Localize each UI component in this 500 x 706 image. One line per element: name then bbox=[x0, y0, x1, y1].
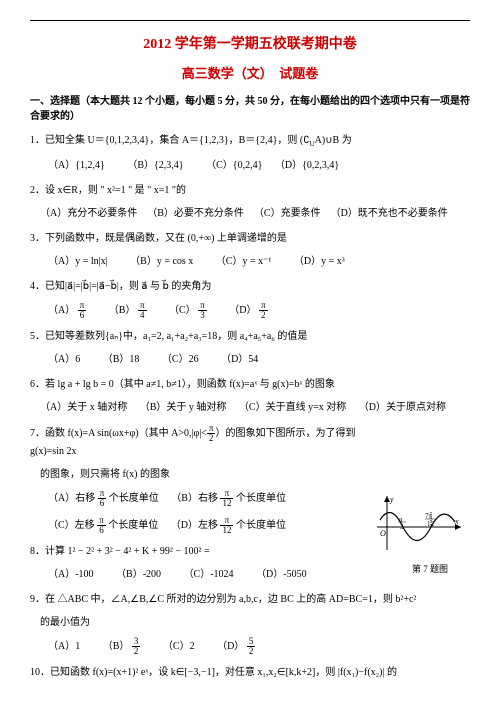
q4a-den: 6 bbox=[78, 311, 87, 320]
q2-choice-b: （B）必要不充分条件 bbox=[147, 205, 244, 222]
q7b-label: （B）右移 bbox=[171, 493, 218, 504]
q9-choice-a: （A）1 bbox=[48, 638, 80, 655]
question-5: 5．已知等差数列{aₙ}中，a₁=2, a₁+a₂+a₃=18，则 a₄+a₅+… bbox=[30, 328, 470, 345]
q4a-label: （A） bbox=[48, 305, 75, 316]
q9-choice-c: （C）2 bbox=[163, 638, 195, 655]
q8-choice-b: （B）-200 bbox=[116, 566, 161, 583]
q7c-suf: 个长度单位 bbox=[108, 520, 158, 531]
q5-choice-a: （A）6 bbox=[48, 351, 80, 368]
q7c-label: （C）左移 bbox=[48, 520, 95, 531]
q4-choice-a: （A） π6 bbox=[48, 301, 86, 320]
question-9: 9．在 △ABC 中，∠A,∠B,∠C 所对的边分别为 a,b,c，边 BC 上… bbox=[30, 591, 470, 608]
section-1-heading: 一、选择题（本大题共 12 个小题，每小题 5 分，共 50 分，在每小题给出的… bbox=[30, 94, 470, 124]
q3-choice-c: （C）y = x⁻¹ bbox=[216, 253, 272, 270]
q8-choices: （A）-100 （B）-200 （C）-1024 （D）-5050 bbox=[30, 566, 470, 583]
q8-choice-c: （C）-1024 bbox=[184, 566, 234, 583]
q2-choice-d: （D）既不充也不必要条件 bbox=[331, 205, 448, 222]
q3-choice-b: （B）y = cos x bbox=[130, 253, 193, 270]
question-10: 10．已知函数 f(x)=(x+1)² eˣ，设 k∈[−3,−1]，对任意 x… bbox=[30, 664, 470, 681]
q4-choice-c: （C） π3 bbox=[169, 301, 207, 320]
header-rule bbox=[30, 20, 470, 21]
question-4: 4．已知|a⃗|=|b⃗|=|a⃗−b⃗|，则 a⃗ 与 b⃗ 的夹角为 bbox=[30, 278, 470, 295]
q5-choices: （A）6 （B）18 （C）26 （D）54 bbox=[30, 351, 470, 368]
q7-choice-a: （A）右移 π6 个长度单位 bbox=[48, 489, 159, 508]
q3-choices: （A）y = ln|x| （B）y = cos x （C）y = x⁻¹ （D）… bbox=[30, 253, 470, 270]
q7b-den: 12 bbox=[220, 499, 233, 508]
q1-stem-a: 1．已知全集 U＝{0,1,2,3,4}，集合 A＝{1,2,3}，B＝{2,4… bbox=[30, 135, 310, 146]
q9b-label: （B） bbox=[103, 641, 130, 652]
q4b-label: （B） bbox=[109, 305, 136, 316]
q9d-label: （D） bbox=[217, 641, 244, 652]
q6-choice-b: （B）关于 y 轴对称 bbox=[140, 399, 227, 416]
q7c-den: 6 bbox=[97, 526, 106, 535]
fig-x-label: x bbox=[454, 517, 459, 526]
q7-stem-a: 7．函数 f(x)=A sin(ωx+φ)（其中 A>0,|φ|< bbox=[30, 428, 207, 439]
q1-choice-d: （D）{0,2,3,4} bbox=[275, 157, 339, 174]
q8-choice-d: （D）-5050 bbox=[256, 566, 307, 583]
q7b-suf: 个长度单位 bbox=[236, 493, 286, 504]
exam-title-main: 2012 学年第一学期五校联考期中卷 bbox=[30, 33, 470, 53]
q7-choice-d: （D）左移 π12 个长度单位 bbox=[171, 516, 286, 535]
question-6: 6．若 lg a + lg b = 0（其中 a≠1, b≠1），则函数 f(x… bbox=[30, 376, 470, 393]
fig-y-label: y bbox=[389, 495, 394, 504]
q7a-label: （A）右移 bbox=[48, 493, 95, 504]
q3-choice-a: （A）y = ln|x| bbox=[48, 253, 108, 270]
q3-choice-d: （D）y = x³ bbox=[294, 253, 345, 270]
q7-choice-b: （B）右移 π12 个长度单位 bbox=[171, 489, 286, 508]
q5-choice-d: （D）54 bbox=[221, 351, 258, 368]
q1-choice-c: （C）{0,2,4} bbox=[206, 157, 262, 174]
q7a-den: 6 bbox=[98, 499, 107, 508]
fig-origin: O bbox=[380, 529, 386, 538]
q1-choice-a: （A）{1,2,4} bbox=[48, 157, 105, 174]
q5-choice-c: （C）26 bbox=[162, 351, 199, 368]
q7-choice-c: （C）左移 π6 个长度单位 bbox=[48, 516, 158, 535]
exam-title-sub: 高三数学（文） 试题卷 bbox=[30, 63, 470, 82]
question-9-line2: 的最小值为 bbox=[30, 614, 470, 631]
q9d-den: 2 bbox=[247, 647, 256, 656]
q7-figure-caption: 第 7 题图 bbox=[412, 562, 448, 575]
q1-stem-b: A)∪B 为 bbox=[315, 135, 352, 146]
q1-choices: （A）{1,2,4} （B）{2,3,4} （C）{0,2,4} （D）{0,2… bbox=[30, 157, 470, 174]
q4d-den: 2 bbox=[259, 311, 268, 320]
q2-choice-c: （C）充要条件 bbox=[254, 205, 321, 222]
svg-text:3: 3 bbox=[400, 523, 404, 531]
question-2: 2．设 x∈R，则 " x²=1 " 是 " x=1 "的 bbox=[30, 182, 470, 199]
question-7-line2: 的图象，则只需将 f(x) 的图象 bbox=[30, 466, 470, 483]
svg-text:12: 12 bbox=[427, 520, 435, 528]
q4-choice-d: （D） π2 bbox=[229, 301, 267, 320]
q7d-label: （D）左移 bbox=[171, 520, 218, 531]
question-1: 1．已知全集 U＝{0,1,2,3,4}，集合 A＝{1,2,3}，B＝{2,4… bbox=[30, 132, 470, 151]
q2-choice-a: （A）充分不必要条件 bbox=[40, 205, 137, 222]
q6-choice-d: （D）关于原点对称 bbox=[359, 399, 446, 416]
q7d-den: 12 bbox=[220, 526, 233, 535]
q5-choice-b: （B）18 bbox=[103, 351, 140, 368]
q1-choice-b: （B）{2,3,4} bbox=[127, 157, 183, 174]
q6-choices: （A）关于 x 轴对称 （B）关于 y 轴对称 （C）关于直线 y=x 对称 （… bbox=[30, 399, 470, 416]
question-7: 7．函数 f(x)=A sin(ωx+φ)（其中 A>0,|φ|<π2）的图象如… bbox=[30, 424, 470, 460]
q6-choice-a: （A）关于 x 轴对称 bbox=[40, 399, 127, 416]
question-3: 3．下列函数中，既是偶函数，又在 (0,+∞) 上单调递增的是 bbox=[30, 230, 470, 247]
q4c-den: 3 bbox=[198, 311, 207, 320]
q9-choice-b: （B） 32 bbox=[103, 637, 141, 656]
q9-choices: （A）1 （B） 32 （C）2 （D） 52 bbox=[30, 637, 470, 656]
q4b-den: 4 bbox=[138, 311, 147, 320]
q6-choice-c: （C）关于直线 y=x 对称 bbox=[239, 399, 346, 416]
q8-choice-a: （A）-100 bbox=[48, 566, 94, 583]
q9b-den: 2 bbox=[132, 647, 141, 656]
q4-choices: （A） π6 （B） π4 （C） π3 （D） π2 bbox=[30, 301, 470, 320]
q4d-label: （D） bbox=[229, 305, 256, 316]
q2-choices: （A）充分不必要条件 （B）必要不充分条件 （C）充要条件 （D）既不充也不必要条件 bbox=[30, 205, 470, 222]
q4-choice-b: （B） π4 bbox=[109, 301, 147, 320]
q4c-label: （C） bbox=[169, 305, 196, 316]
q7a-suf: 个长度单位 bbox=[109, 493, 159, 504]
q7-figure: x y O π 3 7π 12 bbox=[375, 492, 465, 560]
q9-choice-d: （D） 52 bbox=[217, 637, 255, 656]
q7d-suf: 个长度单位 bbox=[236, 520, 286, 531]
